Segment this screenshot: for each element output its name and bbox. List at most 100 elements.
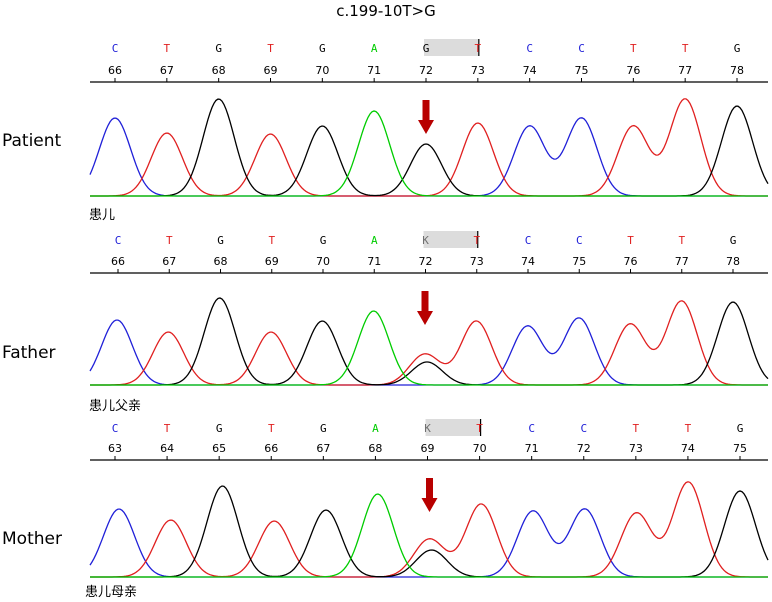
position-number: 78 bbox=[726, 255, 740, 268]
position-number: 74 bbox=[521, 255, 535, 268]
position-number: 66 bbox=[111, 255, 125, 268]
base-call: G bbox=[217, 234, 224, 247]
position-number: 67 bbox=[316, 442, 330, 455]
base-call: A bbox=[371, 234, 378, 247]
base-call: K bbox=[422, 234, 429, 247]
position-number: 73 bbox=[470, 255, 484, 268]
trace-t bbox=[90, 300, 768, 386]
position-number: 69 bbox=[421, 442, 435, 455]
trace-c bbox=[89, 508, 768, 578]
base-call: T bbox=[627, 234, 634, 247]
base-call: T bbox=[268, 234, 275, 247]
track-label-mother: Mother bbox=[2, 529, 62, 549]
base-call: T bbox=[164, 422, 171, 435]
trace-c bbox=[89, 317, 768, 386]
trace-area-father: C 66 T 67 G 68 T 69 G 70 A 71 K 72 T 73 C 74 C 75 T 76 T 77 G 78 bbox=[89, 231, 769, 386]
base-call: C bbox=[115, 234, 122, 247]
position-number: 78 bbox=[730, 64, 744, 77]
base-call: T bbox=[678, 234, 685, 247]
trace-a bbox=[90, 310, 768, 386]
position-number: 67 bbox=[162, 255, 176, 268]
trace-a bbox=[90, 110, 768, 197]
base-call: C bbox=[576, 234, 583, 247]
position-number: 73 bbox=[471, 64, 485, 77]
track-caption-father: 患儿父亲 bbox=[89, 399, 141, 414]
position-number: 66 bbox=[264, 442, 278, 455]
base-call: C bbox=[526, 42, 533, 55]
position-number: 67 bbox=[160, 64, 174, 77]
position-number: 71 bbox=[367, 255, 381, 268]
position-number: 70 bbox=[316, 255, 330, 268]
base-call: G bbox=[734, 42, 741, 55]
base-call: T bbox=[268, 422, 275, 435]
base-call: G bbox=[216, 422, 223, 435]
base-call: C bbox=[112, 422, 119, 435]
trace-t bbox=[90, 481, 768, 578]
position-number: 70 bbox=[473, 442, 487, 455]
position-number: 66 bbox=[108, 64, 122, 77]
base-call: T bbox=[685, 422, 692, 435]
base-call: C bbox=[580, 422, 587, 435]
base-call: C bbox=[112, 42, 119, 55]
variant-arrow-icon bbox=[421, 478, 438, 512]
position-number: 68 bbox=[368, 442, 382, 455]
base-call: G bbox=[737, 422, 744, 435]
base-call: T bbox=[475, 42, 482, 55]
variant-arrow-icon bbox=[418, 100, 434, 134]
variant-highlight bbox=[425, 419, 481, 436]
base-call: T bbox=[476, 422, 483, 435]
base-call: C bbox=[528, 422, 535, 435]
figure-title: c.199-10T>G bbox=[336, 2, 436, 20]
trace-area-mother: C 63 T 64 G 65 T 66 G 67 A 68 K 69 T 70 C 71 C 72 T 73 T 74 G 75 bbox=[89, 419, 769, 578]
position-number: 75 bbox=[572, 255, 586, 268]
base-call: T bbox=[633, 422, 640, 435]
variant-highlight bbox=[424, 39, 479, 56]
base-call: T bbox=[682, 42, 689, 55]
base-call: C bbox=[578, 42, 585, 55]
base-call: K bbox=[424, 422, 431, 435]
position-number: 75 bbox=[575, 64, 589, 77]
track-label-patient: Patient bbox=[2, 131, 62, 151]
position-number: 73 bbox=[629, 442, 643, 455]
position-number: 74 bbox=[523, 64, 537, 77]
base-call: G bbox=[320, 422, 327, 435]
base-call: G bbox=[320, 234, 327, 247]
position-number: 69 bbox=[265, 255, 279, 268]
track-father: Father 患儿父亲 C66T67G68T69G70A71K72T73C74C… bbox=[2, 231, 769, 414]
position-number: 74 bbox=[681, 442, 695, 455]
position-number: 72 bbox=[577, 442, 591, 455]
variant-arrow-icon bbox=[417, 291, 433, 325]
base-call: T bbox=[473, 234, 480, 247]
position-number: 76 bbox=[624, 255, 638, 268]
position-number: 71 bbox=[525, 442, 539, 455]
base-call: T bbox=[164, 42, 171, 55]
position-number: 76 bbox=[626, 64, 640, 77]
position-number: 68 bbox=[212, 64, 226, 77]
position-number: 69 bbox=[264, 64, 278, 77]
base-call: G bbox=[730, 234, 737, 247]
position-number: 63 bbox=[108, 442, 122, 455]
position-number: 77 bbox=[678, 64, 692, 77]
track-caption-mother: 患儿母亲 bbox=[85, 585, 137, 600]
base-call: T bbox=[630, 42, 637, 55]
base-call: T bbox=[166, 234, 173, 247]
position-number: 77 bbox=[675, 255, 689, 268]
base-call: G bbox=[215, 42, 222, 55]
position-number: 72 bbox=[419, 255, 433, 268]
position-number: 71 bbox=[367, 64, 381, 77]
position-number: 70 bbox=[315, 64, 329, 77]
base-call: C bbox=[525, 234, 532, 247]
base-call: A bbox=[371, 42, 378, 55]
track-label-father: Father bbox=[2, 343, 56, 363]
position-number: 65 bbox=[212, 442, 226, 455]
base-call: G bbox=[423, 42, 430, 55]
base-call: T bbox=[267, 42, 274, 55]
position-number: 64 bbox=[160, 442, 174, 455]
trace-a bbox=[90, 493, 768, 578]
base-call: G bbox=[319, 42, 326, 55]
position-number: 75 bbox=[733, 442, 747, 455]
trace-area-patient: C 66 T 67 G 68 T 69 G 70 A 71 G 72 T 73 C 74 C 75 T 76 T 77 G 78 bbox=[89, 39, 769, 197]
variant-highlight bbox=[423, 231, 478, 248]
track-caption-patient: 患儿 bbox=[89, 208, 115, 223]
